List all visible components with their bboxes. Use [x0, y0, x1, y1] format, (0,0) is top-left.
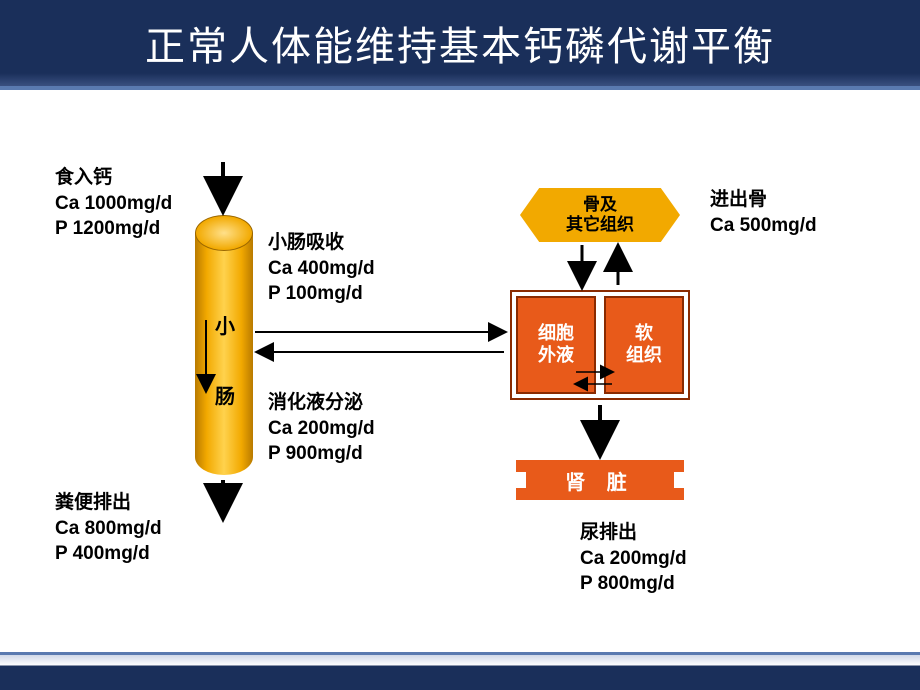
label-feces-p: P 400mg/d: [55, 541, 162, 567]
label-bone: 进出骨 Ca 500mg/d: [710, 187, 817, 238]
tissue-box: 细胞 外液 软 组织: [510, 290, 690, 400]
intestine-body: [195, 233, 253, 457]
kidney-box: 肾 脏: [516, 460, 684, 500]
intestine-bottom-cap: [195, 439, 253, 475]
tissue-right-line2: 组织: [626, 345, 662, 367]
label-intake-title: 食入钙: [55, 165, 172, 191]
label-bone-title: 进出骨: [710, 187, 817, 213]
label-urine: 尿排出 Ca 200mg/d P 800mg/d: [580, 520, 687, 597]
label-intake-p: P 1200mg/d: [55, 216, 172, 242]
tissue-left-line2: 外液: [538, 345, 574, 367]
intestine-label-top: 小: [215, 310, 235, 339]
intestine-top-cap: [195, 215, 253, 251]
label-secrete-p: P 900mg/d: [268, 441, 375, 467]
label-secrete-title: 消化液分泌: [268, 390, 375, 416]
label-absorb: 小肠吸收 Ca 400mg/d P 100mg/d: [268, 230, 375, 307]
label-feces-ca: Ca 800mg/d: [55, 516, 162, 542]
intestine-shape: 小 肠: [195, 215, 253, 475]
bottom-bar: [0, 652, 920, 690]
label-secrete-ca: Ca 200mg/d: [268, 416, 375, 442]
hexagon-line2: 其它组织: [566, 215, 634, 235]
label-absorb-p: P 100mg/d: [268, 281, 375, 307]
diagram-canvas: 食入钙 Ca 1000mg/d P 1200mg/d 小肠吸收 Ca 400mg…: [0, 90, 920, 650]
label-urine-title: 尿排出: [580, 520, 687, 546]
tissue-left-line1: 细胞: [538, 323, 574, 345]
label-absorb-title: 小肠吸收: [268, 230, 375, 256]
hexagon-line1: 骨及: [583, 195, 617, 215]
label-feces: 粪便排出 Ca 800mg/d P 400mg/d: [55, 490, 162, 567]
tissue-right: 软 组织: [604, 296, 684, 394]
label-urine-p: P 800mg/d: [580, 571, 687, 597]
label-absorb-ca: Ca 400mg/d: [268, 256, 375, 282]
tissue-left: 细胞 外液: [516, 296, 596, 394]
label-urine-ca: Ca 200mg/d: [580, 546, 687, 572]
slide-title: 正常人体能维持基本钙磷代谢平衡: [145, 14, 775, 72]
label-feces-title: 粪便排出: [55, 490, 162, 516]
label-intake-ca: Ca 1000mg/d: [55, 191, 172, 217]
label-secrete: 消化液分泌 Ca 200mg/d P 900mg/d: [268, 390, 375, 467]
tissue-right-line1: 软: [635, 323, 653, 345]
bone-hexagon: 骨及 其它组织: [520, 188, 680, 242]
label-intake: 食入钙 Ca 1000mg/d P 1200mg/d: [55, 165, 172, 242]
label-bone-ca: Ca 500mg/d: [710, 213, 817, 239]
title-bar: 正常人体能维持基本钙磷代谢平衡: [0, 0, 920, 90]
intestine-label-bottom: 肠: [215, 380, 235, 409]
kidney-label: 肾 脏: [565, 466, 635, 495]
